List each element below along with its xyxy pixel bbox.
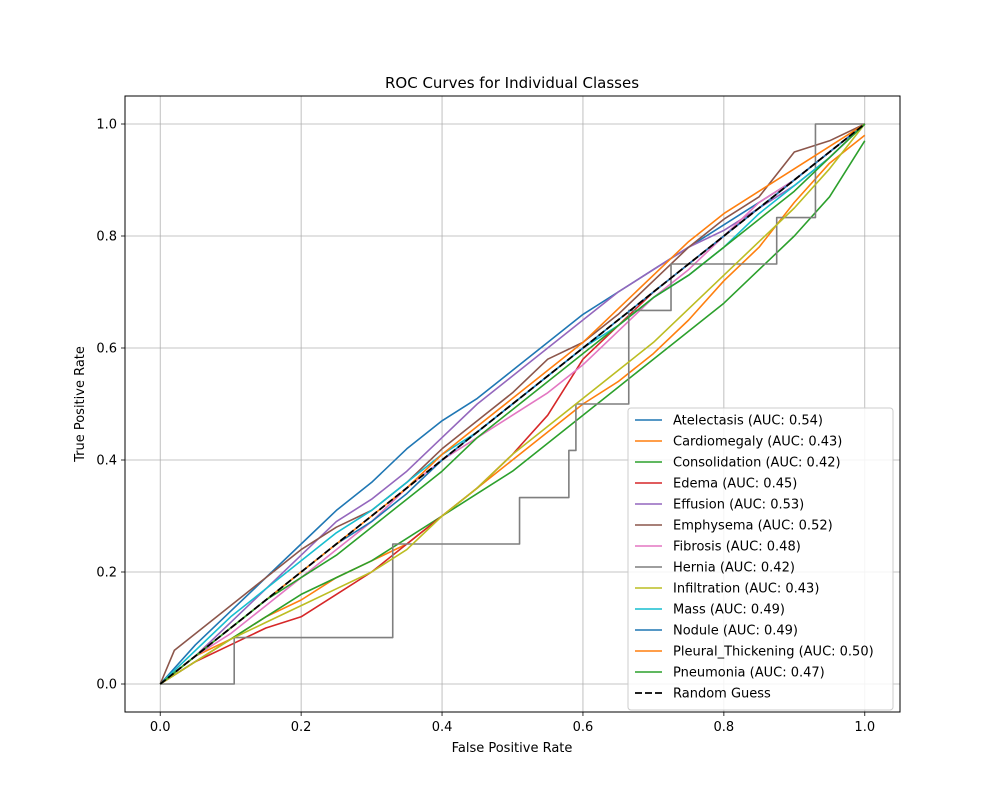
y-tick-label: 0.8 <box>96 230 117 245</box>
legend-box <box>627 407 894 711</box>
legend: Atelectasis (AUC: 0.54) Cardiomegaly (AUC… <box>627 407 894 711</box>
chart-title: ROC Curves for Individual Classes <box>385 74 639 92</box>
legend-label: Edema (AUC: 0.45) <box>673 477 797 492</box>
legend-label: Nodule (AUC: 0.49) <box>673 624 798 639</box>
series-lines <box>159 123 866 685</box>
roc-line-atelectasis <box>159 123 866 685</box>
plot-frame <box>124 95 901 713</box>
x-tick-label: 0.4 <box>432 720 453 735</box>
y-axis-label: True Positive Rate <box>73 346 88 463</box>
roc-line-effusion <box>159 123 866 685</box>
axis-ticks: 0.0 0.2 0.4 0.6 0.8 1.0 0.0 0.2 0.4 0.6 0.8 1.0 <box>96 118 875 736</box>
legend-label: Random Guess <box>673 687 771 702</box>
roc-line-fibrosis <box>159 123 866 685</box>
legend-label: Emphysema (AUC: 0.52) <box>673 519 833 534</box>
y-tick-label: 0.0 <box>96 678 117 693</box>
roc-line-consolidation <box>159 140 866 685</box>
x-tick-label: 0.0 <box>150 720 171 735</box>
legend-label: Hernia (AUC: 0.42) <box>673 561 795 576</box>
roc-line-infiltration <box>159 123 866 685</box>
legend-label: Mass (AUC: 0.49) <box>673 603 785 618</box>
x-axis-label: False Positive Rate <box>452 741 573 756</box>
legend-label: Pneumonia (AUC: 0.47) <box>673 666 825 681</box>
roc-line-pneumonia <box>159 123 866 685</box>
legend-label: Consolidation (AUC: 0.42) <box>673 456 841 471</box>
y-tick-label: 0.6 <box>96 342 117 357</box>
legend-label: Effusion (AUC: 0.53) <box>673 498 804 513</box>
roc-line-pleural-thickening <box>159 123 866 685</box>
x-tick-label: 0.2 <box>291 720 312 735</box>
x-tick-label: 0.8 <box>714 720 735 735</box>
legend-label: Infiltration (AUC: 0.43) <box>673 582 819 597</box>
y-tick-label: 1.0 <box>96 118 117 133</box>
legend-label: Pleural_Thickening (AUC: 0.50) <box>673 645 874 660</box>
legend-label: Atelectasis (AUC: 0.54) <box>673 414 823 429</box>
legend-label: Fibrosis (AUC: 0.48) <box>673 540 801 555</box>
roc-line-cardiomegaly <box>159 134 866 685</box>
x-tick-label: 1.0 <box>854 720 875 735</box>
legend-label: Cardiomegaly (AUC: 0.43) <box>673 435 842 450</box>
y-tick-label: 0.4 <box>96 454 117 469</box>
x-tick-label: 0.6 <box>573 720 594 735</box>
roc-line-emphysema <box>159 123 866 685</box>
y-tick-label: 0.2 <box>96 566 117 581</box>
